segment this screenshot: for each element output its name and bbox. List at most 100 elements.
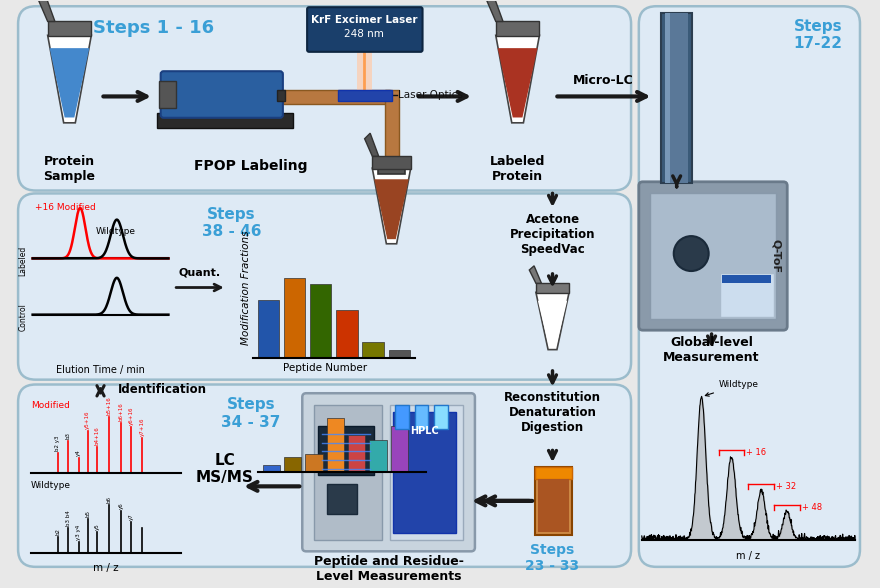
Text: y5: y5 <box>94 523 99 530</box>
Text: y7+16: y7+16 <box>139 417 144 436</box>
Text: y6: y6 <box>119 503 123 509</box>
Text: Q-ToF: Q-ToF <box>771 239 781 273</box>
FancyBboxPatch shape <box>18 6 631 191</box>
Bar <box>434 405 448 429</box>
Text: Steps
38 - 46: Steps 38 - 46 <box>202 207 261 239</box>
Bar <box>310 283 332 358</box>
Bar <box>665 13 688 183</box>
Bar <box>338 89 392 101</box>
Bar <box>721 273 774 316</box>
Text: HPLC: HPLC <box>410 426 439 436</box>
Bar <box>385 89 400 167</box>
Bar <box>262 465 280 472</box>
Text: b6: b6 <box>106 496 112 503</box>
Text: b2 y3: b2 y3 <box>55 436 60 452</box>
Text: Peptide and Residue-
Level Measurements: Peptide and Residue- Level Measurements <box>313 555 464 583</box>
Text: Labeled
Protein: Labeled Protein <box>490 155 546 183</box>
Text: Labeled: Labeled <box>18 246 27 276</box>
FancyBboxPatch shape <box>302 393 475 552</box>
Text: m / z: m / z <box>93 563 119 573</box>
Bar <box>395 405 409 429</box>
Bar <box>348 435 365 472</box>
Bar <box>535 467 572 535</box>
Polygon shape <box>48 35 92 123</box>
Polygon shape <box>538 300 567 346</box>
Text: y6+16: y6+16 <box>129 407 134 425</box>
Bar <box>157 113 292 128</box>
FancyBboxPatch shape <box>307 7 422 52</box>
Text: Elution Time / min: Elution Time / min <box>56 365 145 375</box>
Text: y3 y4: y3 y4 <box>77 524 81 540</box>
Bar <box>378 162 405 174</box>
Polygon shape <box>498 48 538 118</box>
Polygon shape <box>487 0 503 22</box>
Text: + 48: + 48 <box>802 503 822 512</box>
Polygon shape <box>49 48 90 118</box>
Polygon shape <box>39 0 55 22</box>
Text: Steps 1 - 16: Steps 1 - 16 <box>93 19 215 37</box>
Bar <box>48 22 92 36</box>
Text: Steps
17-22: Steps 17-22 <box>794 19 843 51</box>
Text: Wildtype: Wildtype <box>706 380 759 396</box>
FancyBboxPatch shape <box>18 385 631 567</box>
Bar <box>314 405 382 540</box>
Text: Modification Fractions: Modification Fractions <box>241 230 251 345</box>
Bar <box>284 457 301 472</box>
Text: y4: y4 <box>77 449 81 456</box>
Bar <box>391 426 408 472</box>
Text: Protein
Sample: Protein Sample <box>43 155 96 183</box>
Bar <box>326 418 344 472</box>
Bar <box>370 440 386 472</box>
Text: Global-level
Measurement: Global-level Measurement <box>664 336 759 364</box>
Text: Modified: Modified <box>31 401 70 410</box>
Bar <box>356 50 372 93</box>
FancyBboxPatch shape <box>639 6 860 567</box>
Bar <box>393 412 457 533</box>
Text: Wildtype: Wildtype <box>96 228 136 236</box>
Text: + 32: + 32 <box>776 482 796 491</box>
Bar <box>372 156 411 169</box>
Text: b3: b3 <box>66 432 70 439</box>
Text: KrF Excimer Laser: KrF Excimer Laser <box>312 15 418 25</box>
FancyBboxPatch shape <box>161 71 282 118</box>
Bar <box>414 405 429 429</box>
Text: b3 b4: b3 b4 <box>66 510 70 526</box>
Text: Acetone
Precipitation
SpeedVac: Acetone Precipitation SpeedVac <box>510 213 595 256</box>
Bar <box>282 89 390 104</box>
Text: b6+16: b6+16 <box>119 402 123 421</box>
Bar <box>318 426 374 475</box>
Bar <box>305 454 323 472</box>
Bar <box>722 275 771 283</box>
Text: Quant.: Quant. <box>179 268 221 278</box>
Text: FPOP Labeling: FPOP Labeling <box>194 159 308 173</box>
Bar <box>284 278 305 358</box>
Polygon shape <box>372 168 411 244</box>
Polygon shape <box>364 133 378 156</box>
Bar <box>661 13 693 183</box>
Polygon shape <box>529 266 541 283</box>
Bar <box>363 342 384 358</box>
Text: Laser Optics: Laser Optics <box>399 91 463 101</box>
Text: Reconstitution
Denaturation
Digestion: Reconstitution Denaturation Digestion <box>504 391 601 435</box>
FancyBboxPatch shape <box>18 193 631 380</box>
Text: LC
MS/MS: LC MS/MS <box>195 453 253 485</box>
Polygon shape <box>495 35 539 123</box>
Text: m / z: m / z <box>737 552 760 562</box>
Bar <box>390 405 463 540</box>
Text: Control: Control <box>18 303 27 330</box>
Text: +16 Modified: +16 Modified <box>34 203 95 212</box>
Bar <box>258 300 279 358</box>
Text: b5+16: b5+16 <box>106 396 112 415</box>
Text: b2: b2 <box>55 528 60 535</box>
Text: b5: b5 <box>85 510 91 517</box>
Bar <box>650 193 775 319</box>
Text: y7: y7 <box>129 513 134 520</box>
FancyBboxPatch shape <box>639 182 788 330</box>
Bar <box>538 479 569 532</box>
Text: + 16: + 16 <box>746 447 766 457</box>
Bar <box>495 22 539 36</box>
Bar <box>158 81 176 108</box>
Text: Steps
23 - 33: Steps 23 - 33 <box>525 543 580 573</box>
Bar <box>536 283 569 293</box>
Text: Identification: Identification <box>118 383 207 396</box>
